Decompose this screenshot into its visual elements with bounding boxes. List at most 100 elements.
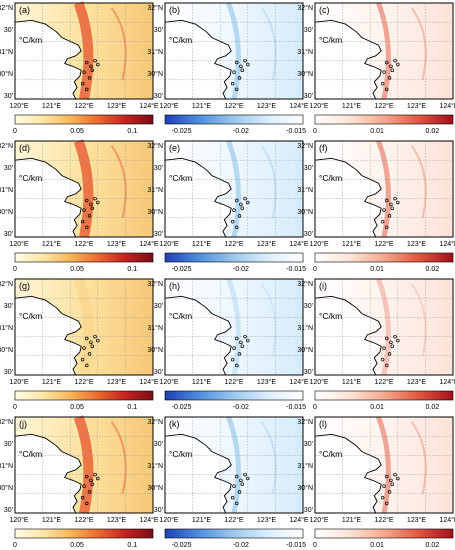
island <box>235 336 239 341</box>
island <box>89 64 93 69</box>
colorbar-tick-label: 0.1 <box>127 542 137 549</box>
island <box>230 495 235 500</box>
island <box>396 338 400 343</box>
island <box>235 60 239 65</box>
lon-tick-label: 123°E <box>107 102 126 110</box>
panel-letter: (c) <box>319 5 330 15</box>
island <box>385 474 389 479</box>
island <box>85 474 89 479</box>
map-panel: (l) °C/km 32°N 30' 31°N 30°N 30' 120°E 121°E 122°… <box>297 416 455 549</box>
island <box>243 58 247 63</box>
island <box>232 346 236 350</box>
island <box>230 219 235 224</box>
island <box>96 338 100 343</box>
lon-tick-label: 120°E <box>9 516 28 524</box>
lat-tick-label: 30' <box>4 369 13 376</box>
lon-tick-label: 121°E <box>42 378 61 386</box>
island <box>396 476 400 481</box>
lat-tick-label: 30' <box>154 507 163 514</box>
map-frame <box>314 416 454 514</box>
lon-tick-label: 123°E <box>257 240 276 248</box>
land-area <box>15 20 82 99</box>
island <box>243 472 247 477</box>
lat-tick-label: 30°N <box>147 346 163 354</box>
lat-tick-label: 30°N <box>297 70 313 78</box>
lon-tick-label: 124°E <box>289 240 308 248</box>
lat-tick-label: 30°N <box>147 484 163 492</box>
lon-tick-label: 120°E <box>159 240 178 248</box>
unit-label: °C/km <box>19 35 42 45</box>
lon-tick-label: 121°E <box>192 516 211 524</box>
colorbar-tick-label: 0 <box>13 128 17 135</box>
map-frame <box>314 278 454 376</box>
lat-tick-label: 32°N <box>297 4 313 12</box>
coastline <box>14 19 82 100</box>
land-area <box>315 20 382 99</box>
island <box>382 346 386 350</box>
colorbar <box>164 114 304 125</box>
colorbar-tick-label: -0.015 <box>286 404 306 411</box>
island <box>246 338 250 343</box>
colorbar-tick-label: 0.01 <box>370 128 384 135</box>
lon-tick-label: 122°E <box>224 378 243 386</box>
land-area <box>15 434 82 513</box>
map-frame <box>164 140 304 238</box>
lon-tick-label: 123°E <box>407 102 426 110</box>
island <box>246 62 250 67</box>
colorbar <box>314 114 454 125</box>
unit-label: °C/km <box>319 173 342 183</box>
island <box>235 363 239 368</box>
lon-tick-label: 123°E <box>257 102 276 110</box>
lon-tick-label: 121°E <box>342 378 361 386</box>
lat-tick-label: 30' <box>304 507 313 514</box>
lon-tick-label: 122°E <box>74 102 93 110</box>
island <box>90 68 95 72</box>
colorbar <box>14 528 154 539</box>
land-area <box>165 296 232 375</box>
offshore-feature <box>410 7 427 81</box>
lon-tick-label: 124°E <box>439 516 455 524</box>
unit-label: °C/km <box>169 173 192 183</box>
island <box>396 200 400 205</box>
island <box>230 357 235 362</box>
lat-tick-label: 31°N <box>147 324 163 332</box>
island <box>93 334 97 339</box>
colorbar-tick-label: -0.015 <box>286 542 306 549</box>
offshore-feature <box>410 145 427 219</box>
lat-tick-label: 30' <box>4 165 13 172</box>
land-area <box>15 158 82 237</box>
land-area <box>165 20 232 99</box>
lon-tick-label: 123°E <box>107 516 126 524</box>
panel-letter: (g) <box>19 281 30 291</box>
colorbar-tick-label: -0.025 <box>172 404 192 411</box>
lon-tick-label: 121°E <box>192 378 211 386</box>
land-area <box>315 296 382 375</box>
island <box>380 81 385 86</box>
lon-tick-label: 123°E <box>107 378 126 386</box>
coastline <box>164 19 232 100</box>
map-panel: (j) °C/km 32°N 30' 31°N 30°N 30' 120°E 121°E 122°… <box>0 415 159 549</box>
colorbar-tick-label: 0 <box>13 266 17 273</box>
island <box>385 198 389 203</box>
map-panel: (i) °C/km 32°N 30' 31°N 30°N 30' 120°E 121°E 122°… <box>297 278 455 411</box>
lon-tick-label: 122°E <box>224 102 243 110</box>
map-panel: (f) °C/km 32°N 30' 31°N 30°N 30' 120°E 121°E 122°… <box>297 140 455 273</box>
island <box>396 62 400 67</box>
colorbar <box>164 390 304 401</box>
lon-tick-label: 120°E <box>309 378 328 386</box>
lon-tick-label: 121°E <box>342 516 361 524</box>
colorbar-tick-label: 0.1 <box>127 128 137 135</box>
lon-tick-label: 124°E <box>439 378 455 386</box>
lat-tick-label: 32°N <box>297 280 313 288</box>
offshore-feature <box>260 283 277 357</box>
lat-tick-label: 30' <box>154 303 163 310</box>
island <box>239 64 243 69</box>
colorbar-tick-label: 0.01 <box>370 266 384 273</box>
island <box>389 340 393 345</box>
island <box>237 214 242 218</box>
lon-tick-label: 120°E <box>9 378 28 386</box>
lat-tick-label: 30' <box>4 507 13 514</box>
lat-tick-label: 31°N <box>297 324 313 332</box>
island <box>387 214 392 218</box>
